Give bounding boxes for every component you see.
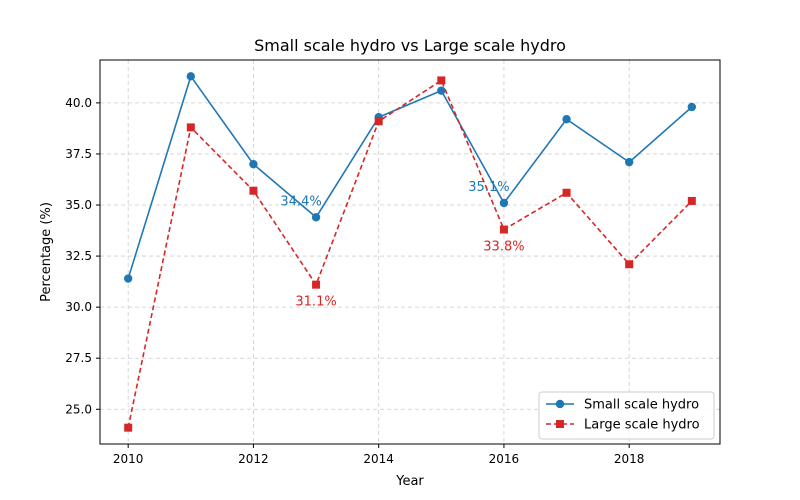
data-point-large-scale-hydro <box>625 260 634 269</box>
data-point-large-scale-hydro <box>562 188 571 197</box>
series-line-large-scale-hydro <box>127 79 693 428</box>
x-tick-label: 2012 <box>238 452 269 466</box>
data-point-large-scale-hydro <box>687 196 696 205</box>
data-point-large-scale-hydro <box>499 225 508 234</box>
annotations: 34.4% 35.1% 31.1% 33.8% <box>280 180 524 310</box>
y-tick-label: 27.5 <box>65 351 92 365</box>
data-point-small-scale-hydro <box>123 274 133 283</box>
data-label: 33.8% <box>483 240 524 255</box>
data-point-large-scale-hydro <box>374 117 383 126</box>
y-tick-label: 35.0 <box>65 198 92 212</box>
data-point-large-scale-hydro <box>312 280 321 289</box>
data-label: 34.4% <box>280 194 321 209</box>
legend-box <box>538 391 715 440</box>
x-axis-ticks: 2010 2012 2014 2016 2018 <box>113 444 645 466</box>
data-point-small-scale-hydro <box>186 72 196 81</box>
y-tick-label: 37.5 <box>65 147 92 161</box>
data-point-small-scale-hydro <box>687 102 697 112</box>
x-tick-label: 2014 <box>363 452 394 466</box>
data-point-large-scale-hydro <box>249 186 258 195</box>
data-point-large-scale-hydro <box>186 123 195 132</box>
data-label: 35.1% <box>468 180 509 195</box>
y-axis-label: Percentage (%) <box>39 202 54 302</box>
y-tick-label: 32.5 <box>65 249 92 263</box>
legend: Small scale hydro Large scale hydro <box>538 391 715 440</box>
x-tick-label: 2018 <box>614 452 645 466</box>
data-label: 31.1% <box>295 295 336 310</box>
data-point-small-scale-hydro <box>249 159 258 169</box>
data-point-small-scale-hydro <box>624 157 634 167</box>
series-line-small-scale-hydro <box>127 75 693 279</box>
y-tick-label: 30.0 <box>65 300 92 314</box>
data-point-small-scale-hydro <box>562 115 571 124</box>
data-point-small-scale-hydro <box>499 198 509 208</box>
data-point-small-scale-hydro <box>311 213 321 222</box>
x-axis-label: Year <box>395 474 424 489</box>
chart-title: Small scale hydro vs Large scale hydro <box>254 36 566 55</box>
data-point-large-scale-hydro <box>124 423 133 432</box>
legend-marker-small-scale-hydro <box>555 399 565 409</box>
legend-label-small-scale-hydro: Small scale hydro <box>584 398 699 413</box>
data-point-small-scale-hydro <box>437 86 446 95</box>
data-point-large-scale-hydro <box>437 76 446 85</box>
series-layer <box>123 72 697 432</box>
y-tick-label: 40.0 <box>65 96 92 110</box>
legend-label-large-scale-hydro: Large scale hydro <box>584 418 700 433</box>
x-tick-label: 2016 <box>489 452 520 466</box>
y-tick-label: 25.0 <box>65 402 92 416</box>
x-tick-label: 2010 <box>113 452 144 466</box>
plot-frame <box>99 59 721 445</box>
legend-marker-large-scale-hydro <box>556 420 564 428</box>
y-axis-ticks: 25.0 27.5 30.0 32.5 35.0 37.5 40.0 <box>65 96 100 416</box>
